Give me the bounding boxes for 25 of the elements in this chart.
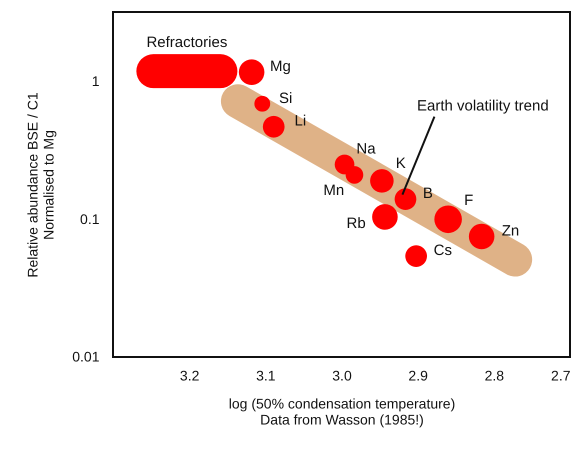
data-label: Li [294,112,306,130]
data-label: Mn [323,182,344,200]
series-label: Refractories [146,34,228,52]
x-tick-label: 3.0 [332,368,352,384]
text: Data from Wasson (1985!) [260,412,424,428]
y-tick-label: 0.01 [72,348,100,364]
x-axis-title: log (50% condensation temperature) [228,396,456,412]
x-tick-label: 2.7 [551,368,571,384]
data-label: Cs [434,242,452,260]
y-axis-title: Relative abundance BSE / C1 Normalised to Mg [24,92,56,278]
data-label: Zn [502,222,520,240]
data-label: Na [356,140,376,158]
y-tick-label: 0.1 [80,210,100,227]
annotation: Earth volatility trend [416,98,549,115]
y-tick-label: 1 [92,73,100,90]
x-tick-label: 2.8 [484,368,504,384]
data-label: B [422,185,433,202]
x-tick-label: 2.9 [408,368,428,384]
x-tick-label: 3.2 [180,368,200,384]
data-label: Mg [270,58,291,76]
data-label: Rb [346,214,366,232]
data-label: Si [278,90,292,107]
data-label: F [464,192,474,209]
x-tick-label: 3.1 [256,368,276,384]
data-label: K [396,155,406,172]
